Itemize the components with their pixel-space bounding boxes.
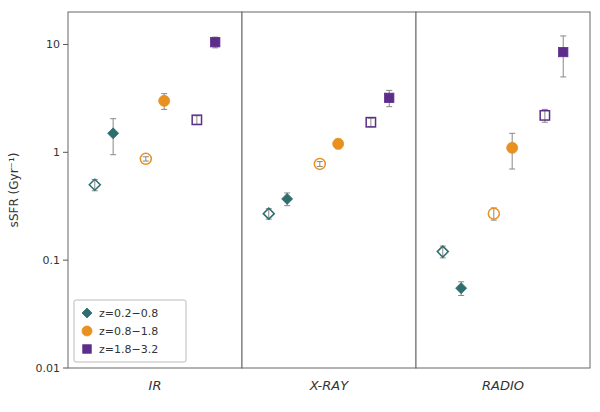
error-cap: [386, 90, 392, 91]
point: [82, 308, 92, 318]
panel: 0.01 0.1 1 10 IR sSFR (Gyr⁻¹) z=0.2−0.8 z=0.8−1…: [7, 12, 242, 393]
tick: [63, 260, 68, 261]
legend-label: z=0.8−1.8: [99, 325, 158, 338]
point: [366, 118, 375, 127]
error-line: [319, 162, 320, 167]
error-cap: [560, 35, 566, 36]
axis-frame: [416, 12, 590, 368]
plot-background: [242, 12, 416, 368]
tick: [63, 152, 68, 153]
point: [140, 153, 151, 164]
error-line: [268, 209, 269, 219]
error-cap: [509, 133, 515, 134]
marks: [263, 90, 394, 219]
plot-background: [416, 12, 590, 368]
error-bar: [143, 157, 149, 161]
point: [456, 283, 467, 294]
error-cap: [284, 205, 290, 206]
legend-label: z=1.8−3.2: [99, 343, 158, 356]
point: [82, 326, 92, 336]
y-label: sSFR (Gyr⁻¹): [7, 153, 21, 228]
point: [108, 128, 119, 139]
error-line: [145, 157, 146, 161]
point: [437, 246, 448, 257]
panel: X-RAY: [242, 12, 416, 393]
plot-background: [68, 12, 242, 368]
point: [333, 138, 344, 149]
point: [83, 345, 92, 354]
legend-label: z=0.2−0.8: [99, 307, 158, 320]
chart: 0.01 0.1 1 10 IR sSFR (Gyr⁻¹) z=0.2−0.8 z=0.8−1…: [0, 0, 600, 412]
axis-frame: [242, 12, 416, 368]
tick-label: 1: [53, 146, 60, 159]
tick-label: 10: [46, 38, 60, 51]
axis-frame: [68, 12, 242, 368]
error-cap: [143, 161, 149, 162]
error-cap: [560, 76, 566, 77]
point: [314, 158, 325, 169]
point: [540, 111, 549, 120]
error-bar: [317, 162, 323, 167]
point: [385, 93, 394, 102]
marks: [89, 37, 220, 191]
error-cap: [161, 93, 167, 94]
tick-label: 0.1: [43, 254, 61, 267]
error-cap: [317, 166, 323, 167]
error-cap: [212, 47, 218, 48]
legend: z=0.2−0.8 z=0.8−1.8 z=1.8−3.2: [74, 300, 186, 362]
error-cap: [386, 106, 392, 107]
error-cap: [458, 295, 464, 296]
error-cap: [542, 109, 548, 110]
error-line: [370, 118, 371, 126]
panel: RADIO: [416, 12, 590, 393]
point: [507, 142, 518, 153]
tick-label: 0.01: [36, 362, 61, 375]
point: [211, 38, 220, 47]
point: [282, 193, 293, 204]
tick: [63, 368, 68, 369]
error-cap: [110, 154, 116, 155]
error-bar: [194, 116, 200, 124]
error-cap: [143, 156, 149, 157]
x-label: IR: [149, 378, 162, 393]
point: [159, 95, 170, 106]
error-bar: [368, 118, 374, 126]
error-cap: [542, 122, 548, 123]
x-label: X-RAY: [309, 378, 349, 393]
marks: [437, 36, 568, 296]
point: [263, 208, 274, 219]
error-cap: [317, 161, 323, 162]
error-cap: [509, 169, 515, 170]
x-label: RADIO: [482, 378, 524, 393]
point: [488, 208, 499, 219]
legend-box: [74, 300, 186, 362]
error-cap: [110, 118, 116, 119]
tick: [63, 44, 68, 45]
point: [89, 179, 100, 190]
error-cap: [161, 109, 167, 110]
point: [192, 115, 201, 124]
point: [559, 47, 568, 56]
error-line: [493, 208, 494, 220]
error-line: [196, 116, 197, 124]
